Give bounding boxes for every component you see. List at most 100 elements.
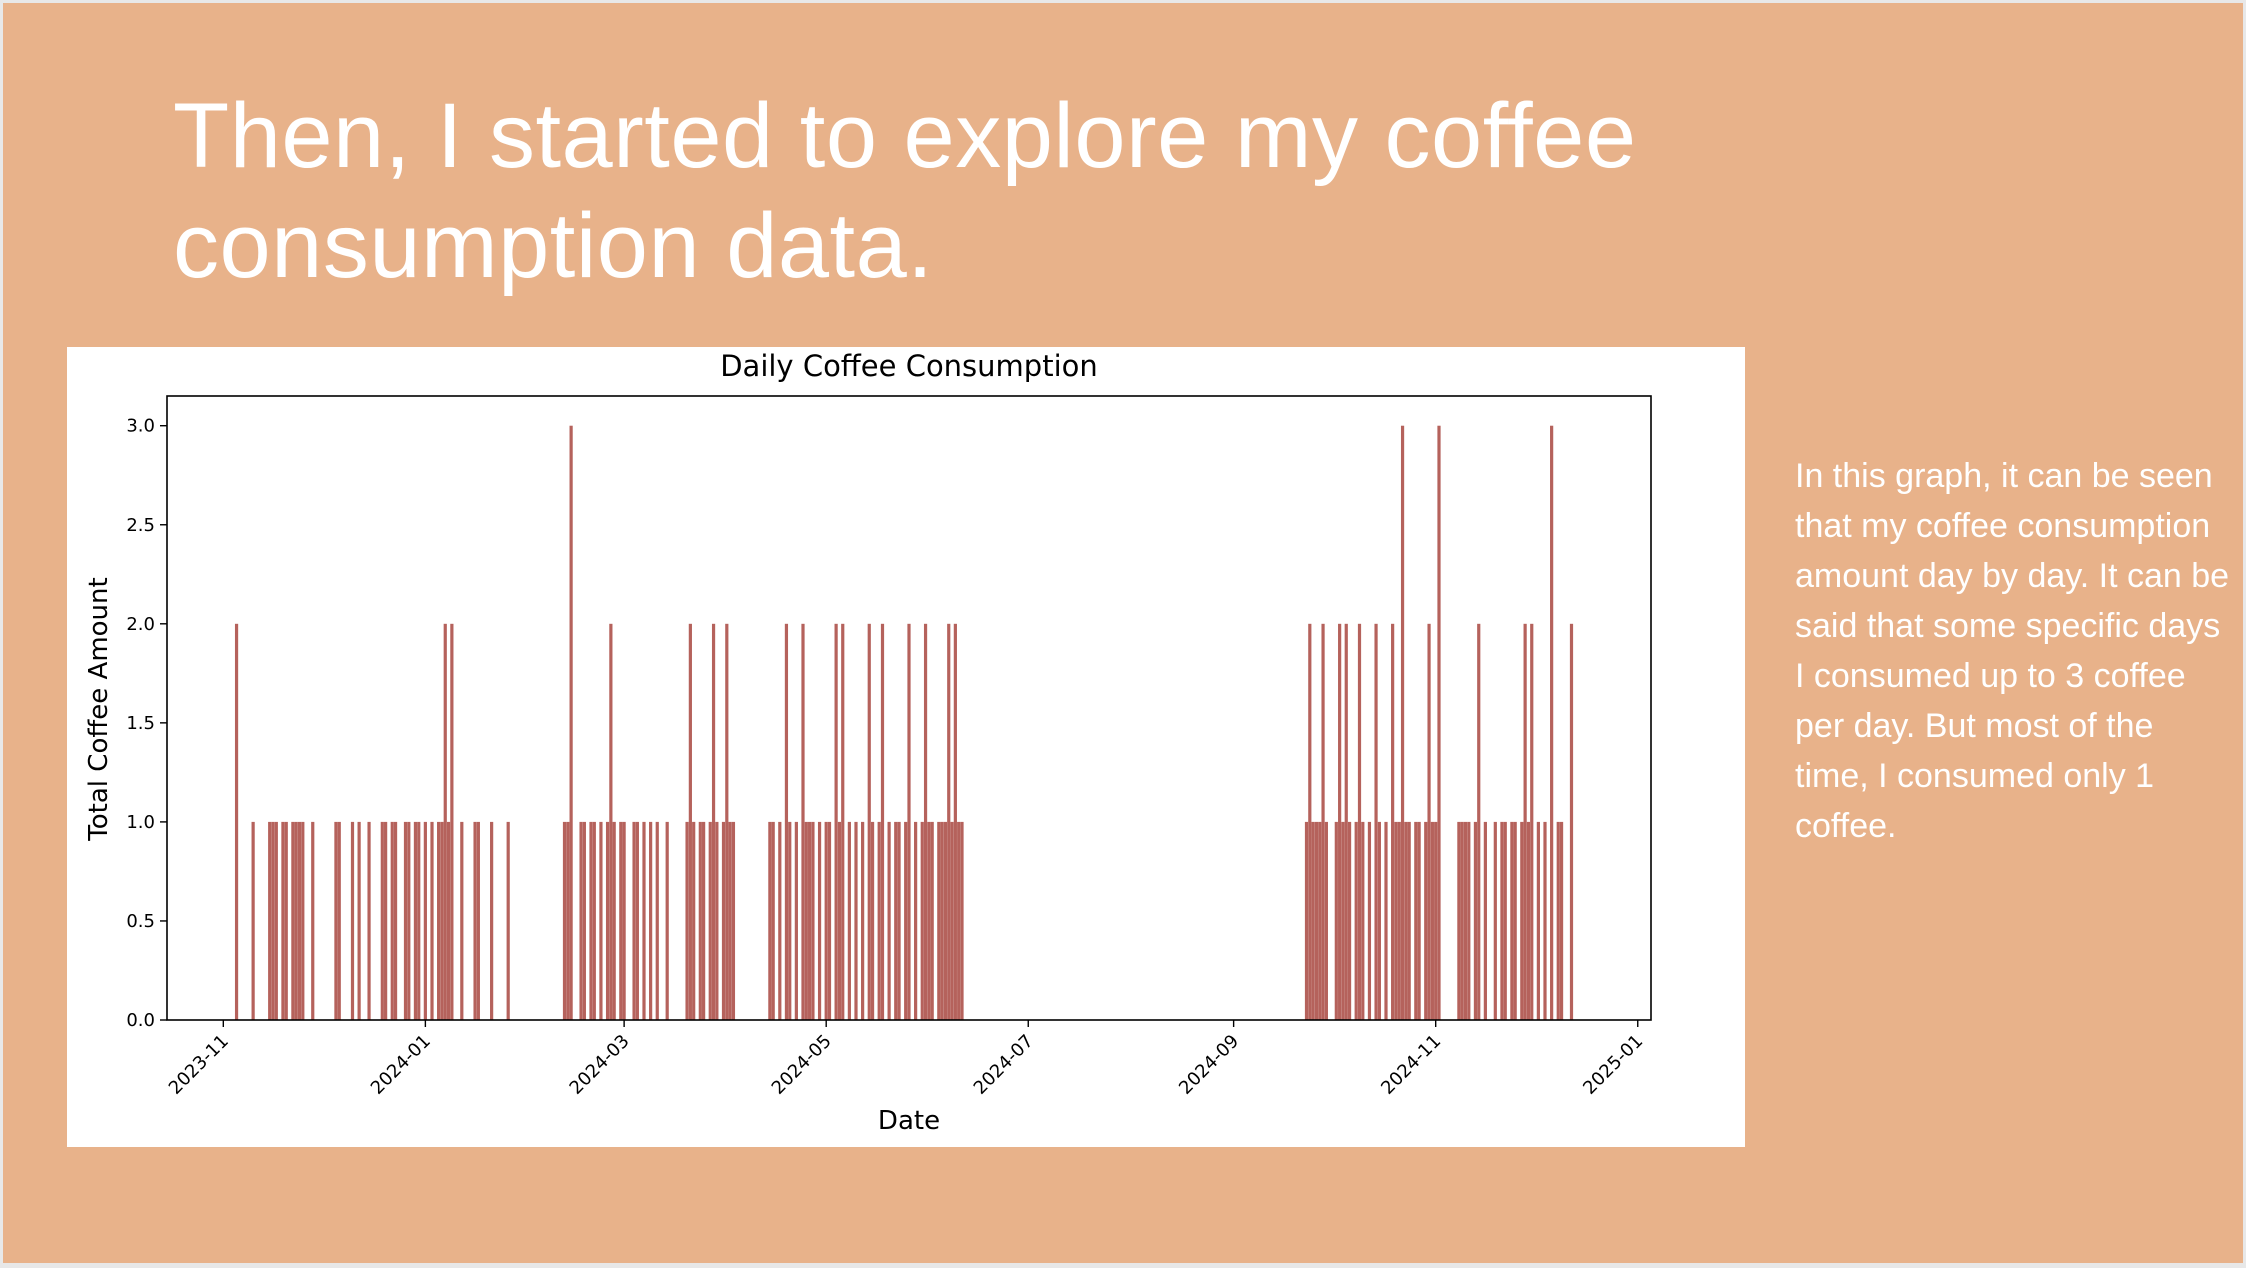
bar-2023-11-19	[281, 821, 285, 1020]
bar-2024-10-19	[1391, 623, 1395, 1020]
bar-2024-06-09	[953, 623, 957, 1020]
bar-2024-03-04	[632, 821, 636, 1020]
bar-2023-12-23	[393, 821, 398, 1020]
bar-2024-11-14	[1477, 623, 1481, 1020]
bar-2024-11-01	[1434, 821, 1438, 1020]
bar-2024-03-01	[622, 821, 626, 1020]
bar-2024-05-30	[920, 821, 924, 1020]
bar-2024-02-25	[605, 821, 610, 1020]
bar-2024-01-12	[460, 821, 464, 1020]
bar-2024-05-25	[904, 821, 908, 1020]
bar-2024-02-17	[579, 821, 583, 1020]
x-tick-label: 2024-01	[367, 1031, 435, 1099]
bar-2023-11-10	[251, 821, 255, 1020]
x-tick-label: 2023-11	[165, 1031, 233, 1099]
bar-2024-05-10	[854, 821, 858, 1020]
bar-2024-10-03	[1338, 623, 1342, 1020]
bar-2024-06-08	[950, 821, 954, 1020]
bar-2024-06-10	[957, 821, 961, 1020]
x-tick-label: 2024-05	[768, 1031, 836, 1099]
bar-2024-10-21	[1397, 821, 1401, 1020]
bar-2024-04-24	[801, 623, 805, 1020]
bar-2024-12-04	[1543, 821, 1547, 1020]
bar-2024-10-04	[1341, 821, 1345, 1020]
bar-2024-10-29	[1424, 821, 1428, 1020]
bar-2023-11-16	[271, 821, 275, 1020]
bar-2024-04-20	[788, 821, 792, 1020]
bar-2024-10-27	[1417, 821, 1421, 1020]
bar-2024-03-07	[642, 821, 646, 1020]
bar-2024-04-14	[768, 821, 772, 1020]
bar-2024-11-25	[1513, 821, 1517, 1020]
y-tick-label: 1.5	[126, 713, 155, 734]
bar-2024-01-16	[473, 821, 477, 1020]
bar-2023-11-25	[301, 821, 305, 1020]
bar-2024-11-19	[1493, 821, 1497, 1020]
bar-2023-12-20	[384, 821, 388, 1020]
bar-2024-02-21	[592, 821, 596, 1020]
bar-2024-03-05	[635, 821, 639, 1020]
y-tick-label: 2.5	[126, 515, 155, 536]
bar-2023-11-22	[291, 821, 295, 1020]
bar-2024-10-15	[1377, 821, 1381, 1020]
bar-2024-11-11	[1467, 821, 1471, 1020]
bar-2024-03-14	[665, 821, 669, 1020]
bar-2024-10-20	[1394, 821, 1398, 1020]
x-axis-label: Date	[878, 1106, 940, 1136]
bar-2024-06-11	[960, 821, 964, 1020]
x-tick-label: 2024-07	[970, 1031, 1038, 1099]
bar-2024-11-08	[1457, 821, 1461, 1020]
bar-2024-04-17	[778, 821, 782, 1020]
bar-2024-12-02	[1536, 821, 1540, 1020]
bar-2024-05-20	[887, 821, 891, 1020]
y-axis-label: Total Coffee Amount	[84, 577, 114, 841]
bar-2024-01-17	[476, 821, 480, 1020]
bar-2024-06-02	[930, 821, 934, 1020]
y-tick-label: 1.0	[126, 812, 155, 833]
daily-coffee-chart: Daily Coffee Consumption Date Total Coff…	[84, 349, 1652, 1136]
bar-2024-06-04	[937, 821, 941, 1020]
chart-title: Daily Coffee Consumption	[720, 349, 1098, 383]
bar-2023-12-26	[403, 821, 408, 1020]
x-tick-label: 2024-11	[1377, 1031, 1445, 1099]
bar-2024-10-10	[1361, 821, 1365, 1020]
bar-2023-11-28	[311, 821, 315, 1020]
bar-2024-05-17	[877, 821, 881, 1020]
bar-2024-05-04	[834, 623, 838, 1020]
bar-2023-12-15	[367, 821, 371, 1020]
bar-2024-03-22	[692, 821, 696, 1020]
bar-2024-05-15	[870, 821, 875, 1020]
bar-2024-01-05	[437, 821, 441, 1020]
bar-2024-03-27	[708, 821, 712, 1020]
bar-2023-12-29	[413, 821, 418, 1020]
bar-2024-11-28	[1523, 623, 1527, 1020]
bar-2024-02-18	[582, 821, 586, 1020]
bar-2023-11-20	[284, 821, 288, 1020]
x-axis-ticks: 2023-11 2024-01 2024-03 2024-05 2024-07 2024-…	[165, 1020, 1647, 1099]
y-tick-label: 2.0	[126, 614, 155, 635]
bar-2024-12-09	[1559, 821, 1564, 1020]
bar-2024-11-09	[1460, 821, 1464, 1020]
bar-2023-11-17	[274, 821, 278, 1020]
bar-2024-01-26	[506, 821, 510, 1020]
bar-2024-03-20	[685, 821, 689, 1020]
bar-2024-03-09	[649, 821, 653, 1020]
bar-2024-05-18	[880, 623, 885, 1020]
bar-2024-01-09	[450, 623, 454, 1020]
chart-card: Daily Coffee Consumption Date Total Coff…	[67, 347, 1745, 1147]
bar-2024-01-06	[440, 821, 444, 1020]
bar-2024-03-29	[715, 821, 719, 1020]
bar-2024-02-29	[619, 821, 623, 1020]
bar-2024-03-31	[721, 821, 726, 1020]
bar-2024-02-13	[566, 821, 570, 1020]
bar-2024-05-02	[827, 821, 832, 1020]
bar-2024-10-26	[1414, 821, 1418, 1020]
bar-2024-09-23	[1304, 821, 1309, 1020]
bar-2024-03-28	[711, 623, 716, 1020]
bar-2024-10-22	[1400, 425, 1405, 1021]
bar-2024-09-28	[1321, 623, 1325, 1020]
bar-2024-11-16	[1483, 821, 1487, 1020]
x-tick-label: 2024-09	[1175, 1031, 1243, 1099]
bar-2024-10-24	[1407, 821, 1411, 1020]
bar-2024-09-26	[1314, 821, 1319, 1020]
